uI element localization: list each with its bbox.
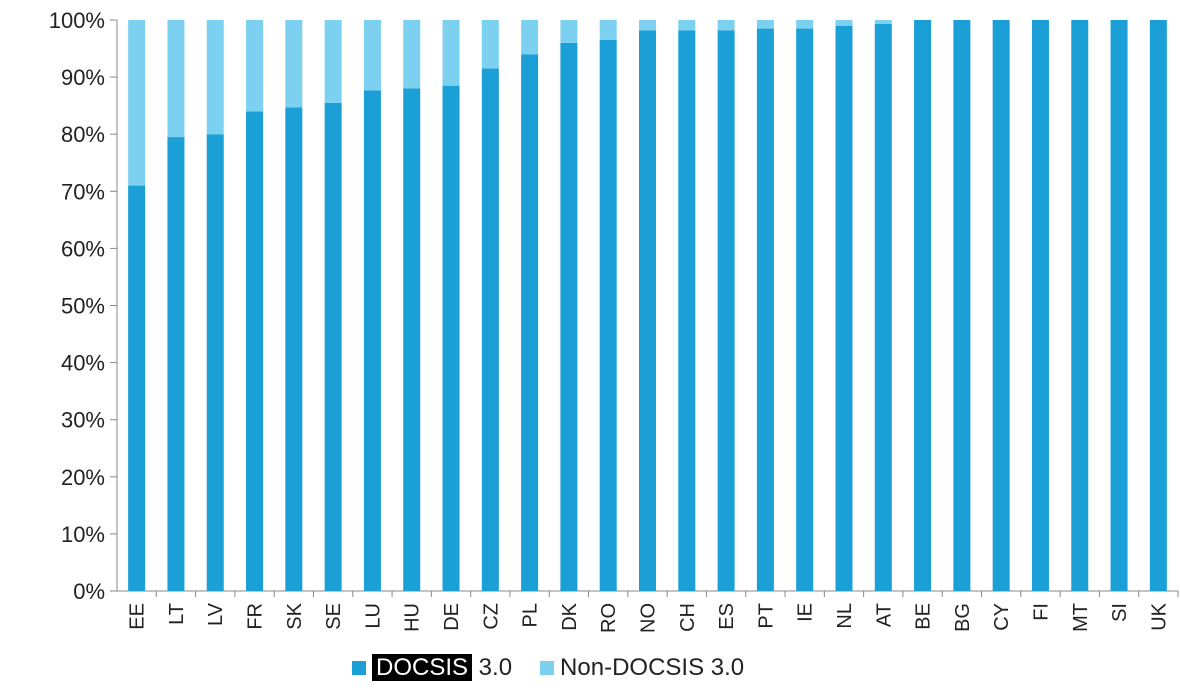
bar-non-docsis-pl (521, 20, 539, 55)
y-tick-label: 50% (61, 294, 105, 319)
x-tick-label-sk: SK (284, 602, 306, 629)
bar-docsis-hu (403, 88, 421, 592)
x-tick-label-nl: NL (834, 603, 856, 629)
x-tick-label-mt: MT (1070, 603, 1092, 632)
legend-label-docsis-highlight: DOCSIS (372, 654, 473, 681)
legend-swatch-docsis (352, 661, 366, 675)
x-tick-label-si: SI (1109, 603, 1131, 622)
x-tick-label-fr: FR (245, 603, 267, 630)
x-tick-label-uk: UK (1148, 602, 1170, 630)
legend-label-docsis-rest: 3.0 (472, 654, 513, 681)
bar-non-docsis-pt (756, 20, 774, 29)
legend-item-docsis: DOCSIS 3.0 (352, 654, 512, 682)
x-tick-label-ch: CH (677, 603, 699, 632)
y-tick-label: 100% (49, 8, 105, 33)
y-tick-label: 80% (61, 122, 105, 147)
bar-non-docsis-de (442, 20, 460, 86)
y-tick-label: 10% (61, 522, 105, 547)
bar-docsis-be (914, 20, 932, 591)
bar-docsis-ch (678, 30, 696, 591)
legend-swatch-non-docsis (540, 661, 555, 675)
bar-docsis-ee (128, 185, 146, 591)
y-tick-label: 0% (73, 579, 105, 604)
bar-docsis-se (324, 102, 342, 592)
x-tick-label-pl: PL (520, 603, 542, 627)
bar-docsis-dk (560, 42, 578, 591)
x-tick-label-ro: RO (598, 603, 620, 633)
x-tick-label-es: ES (716, 603, 738, 630)
bar-docsis-lt (167, 137, 185, 591)
bar-docsis-ie (796, 28, 814, 591)
legend-label-docsis: DOCSIS 3.0 (372, 654, 512, 682)
bar-docsis-fi (1031, 20, 1049, 591)
bar-non-docsis-fr (246, 20, 264, 112)
bar-non-docsis-se (324, 20, 342, 103)
bar-docsis-es (717, 30, 735, 591)
bar-non-docsis-lt (167, 20, 185, 138)
bar-non-docsis-ee (128, 20, 146, 186)
x-tick-label-bg: BG (952, 603, 974, 632)
x-tick-label-cz: CZ (480, 603, 502, 630)
bar-docsis-uk (1149, 20, 1167, 591)
bar-docsis-nl (835, 25, 853, 591)
y-tick-label: 40% (61, 351, 105, 376)
bar-docsis-pt (756, 28, 774, 591)
bar-non-docsis-lv (206, 20, 224, 135)
x-tick-label-be: BE (913, 603, 935, 630)
bar-non-docsis-sk (285, 20, 303, 108)
x-tick-label-de: DE (441, 603, 463, 631)
x-tick-label-ee: EE (127, 603, 149, 630)
bar-non-docsis-ch (678, 20, 696, 31)
bar-docsis-pl (521, 54, 539, 591)
x-tick-label-pt: PT (755, 603, 777, 629)
bar-docsis-fr (246, 111, 264, 592)
x-tick-label-ie: IE (795, 603, 817, 622)
stacked-bar-chart: 0% 10% 20% 30% 40% 50% 60% 70% 80% 90% 100% EE LT LV F… (49, 8, 1179, 633)
bar-docsis-cz (481, 68, 499, 591)
bar-non-docsis-cz (481, 20, 499, 69)
bar-non-docsis-at (874, 20, 892, 24)
bar-docsis-de (442, 85, 460, 591)
bar-non-docsis-ie (796, 20, 814, 29)
x-tick-label-cy: CY (991, 603, 1013, 631)
bar-non-docsis-hu (403, 20, 421, 89)
y-tick-label: 60% (61, 236, 105, 261)
bar-non-docsis-lu (363, 20, 381, 91)
bar-docsis-cy (992, 20, 1010, 591)
bar-docsis-ro (599, 39, 617, 592)
legend: DOCSIS 3.0 Non-DOCSIS 3.0 (352, 650, 772, 686)
legend-label-non-docsis: Non-DOCSIS 3.0 (560, 654, 745, 681)
x-tick-label-lv: LV (205, 602, 227, 626)
bar-docsis-sk (285, 107, 303, 591)
x-tick-label-fi: FI (1030, 603, 1052, 621)
bar-docsis-si (1110, 20, 1128, 591)
bar-non-docsis-nl (835, 20, 853, 26)
bar-docsis-no (639, 30, 656, 591)
x-tick-label-dk: DK (559, 602, 581, 630)
bar-non-docsis-ro (599, 20, 617, 40)
bar-non-docsis-es (717, 20, 735, 31)
x-tick-label-lu: LU (362, 603, 384, 629)
x-tick-label-at: AT (873, 603, 895, 627)
bar-non-docsis-no (639, 20, 656, 31)
bar-non-docsis-dk (560, 20, 578, 43)
bar-docsis-at (874, 23, 892, 591)
y-tick-label: 30% (61, 408, 105, 433)
y-tick-label: 90% (61, 65, 105, 90)
x-tick-label-hu: HU (402, 603, 424, 632)
x-tick-label-no: NO (638, 603, 660, 633)
y-tick-label: 70% (61, 179, 105, 204)
bar-docsis-mt (1071, 20, 1089, 591)
x-tick-label-lt: LT (166, 603, 188, 625)
bar-docsis-lv (206, 134, 224, 591)
x-tick-label-se: SE (323, 603, 345, 630)
legend-item-non-docsis: Non-DOCSIS 3.0 (540, 654, 744, 682)
bar-docsis-bg (953, 20, 971, 591)
bar-docsis-lu (363, 90, 381, 591)
y-tick-label: 20% (61, 465, 105, 490)
